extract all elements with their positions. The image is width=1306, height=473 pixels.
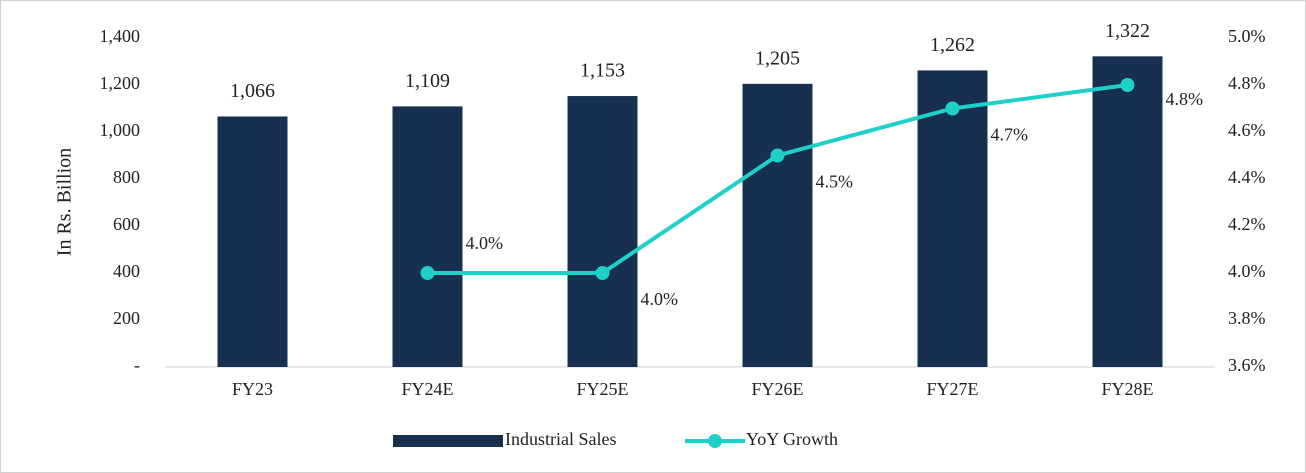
y2-tick-label: 5.0% <box>1228 26 1266 46</box>
y-tick-label: 200 <box>113 308 140 328</box>
growth-value-label: 4.8% <box>1166 89 1204 109</box>
x-tick-label: FY26E <box>751 379 803 399</box>
growth-value-label: 4.0% <box>641 289 679 309</box>
bar <box>1092 56 1163 368</box>
bar-value-label: 1,322 <box>1105 20 1150 42</box>
y-tick-label: 1,400 <box>100 26 141 46</box>
legend-swatch <box>708 434 722 448</box>
y2-tick-label: 4.0% <box>1228 261 1266 281</box>
growth-value-label: 4.7% <box>991 125 1029 145</box>
y2-tick-label: 4.2% <box>1228 214 1266 234</box>
y2-tick-label: 4.4% <box>1228 167 1266 187</box>
bar-value-label: 1,205 <box>755 47 800 69</box>
y2-tick-label: 3.8% <box>1228 308 1266 328</box>
y-tick-label: 400 <box>113 261 140 281</box>
bar <box>742 83 813 367</box>
y2-tick-label: 3.6% <box>1228 355 1266 375</box>
legend-label: YoY Growth <box>746 429 838 449</box>
x-tick-label: FY24E <box>401 379 453 399</box>
bar-value-label: 1,109 <box>405 70 450 92</box>
y-axis-label: In Rs. Billion <box>54 148 76 256</box>
bar <box>392 106 463 367</box>
y-tick-label: - <box>134 355 140 375</box>
growth-value-label: 4.5% <box>816 172 854 192</box>
x-tick-label: FY27E <box>926 379 978 399</box>
growth-point <box>945 101 960 116</box>
bar <box>217 116 288 368</box>
bar <box>917 70 988 368</box>
legend-swatch <box>393 435 503 447</box>
y-tick-label: 1,000 <box>100 120 141 140</box>
y-tick-label: 600 <box>113 214 140 234</box>
bar-value-label: 1,262 <box>930 34 975 56</box>
legend-label: Industrial Sales <box>505 429 616 449</box>
y2-tick-label: 4.6% <box>1228 120 1266 140</box>
y-tick-label: 1,200 <box>100 73 141 93</box>
growth-point <box>1120 78 1135 92</box>
growth-point <box>420 266 435 280</box>
bar <box>567 96 638 368</box>
growth-point <box>770 148 785 163</box>
growth-value-label: 4.0% <box>466 233 504 253</box>
x-tick-label: FY25E <box>576 379 628 399</box>
growth-point <box>595 266 610 280</box>
x-tick-label: FY28E <box>1101 379 1153 399</box>
bar-value-label: 1,153 <box>580 60 625 82</box>
x-tick-label: FY23 <box>232 379 273 399</box>
y2-tick-label: 4.8% <box>1228 73 1266 93</box>
y-tick-label: 800 <box>113 167 140 187</box>
bar-value-label: 1,066 <box>230 80 275 102</box>
